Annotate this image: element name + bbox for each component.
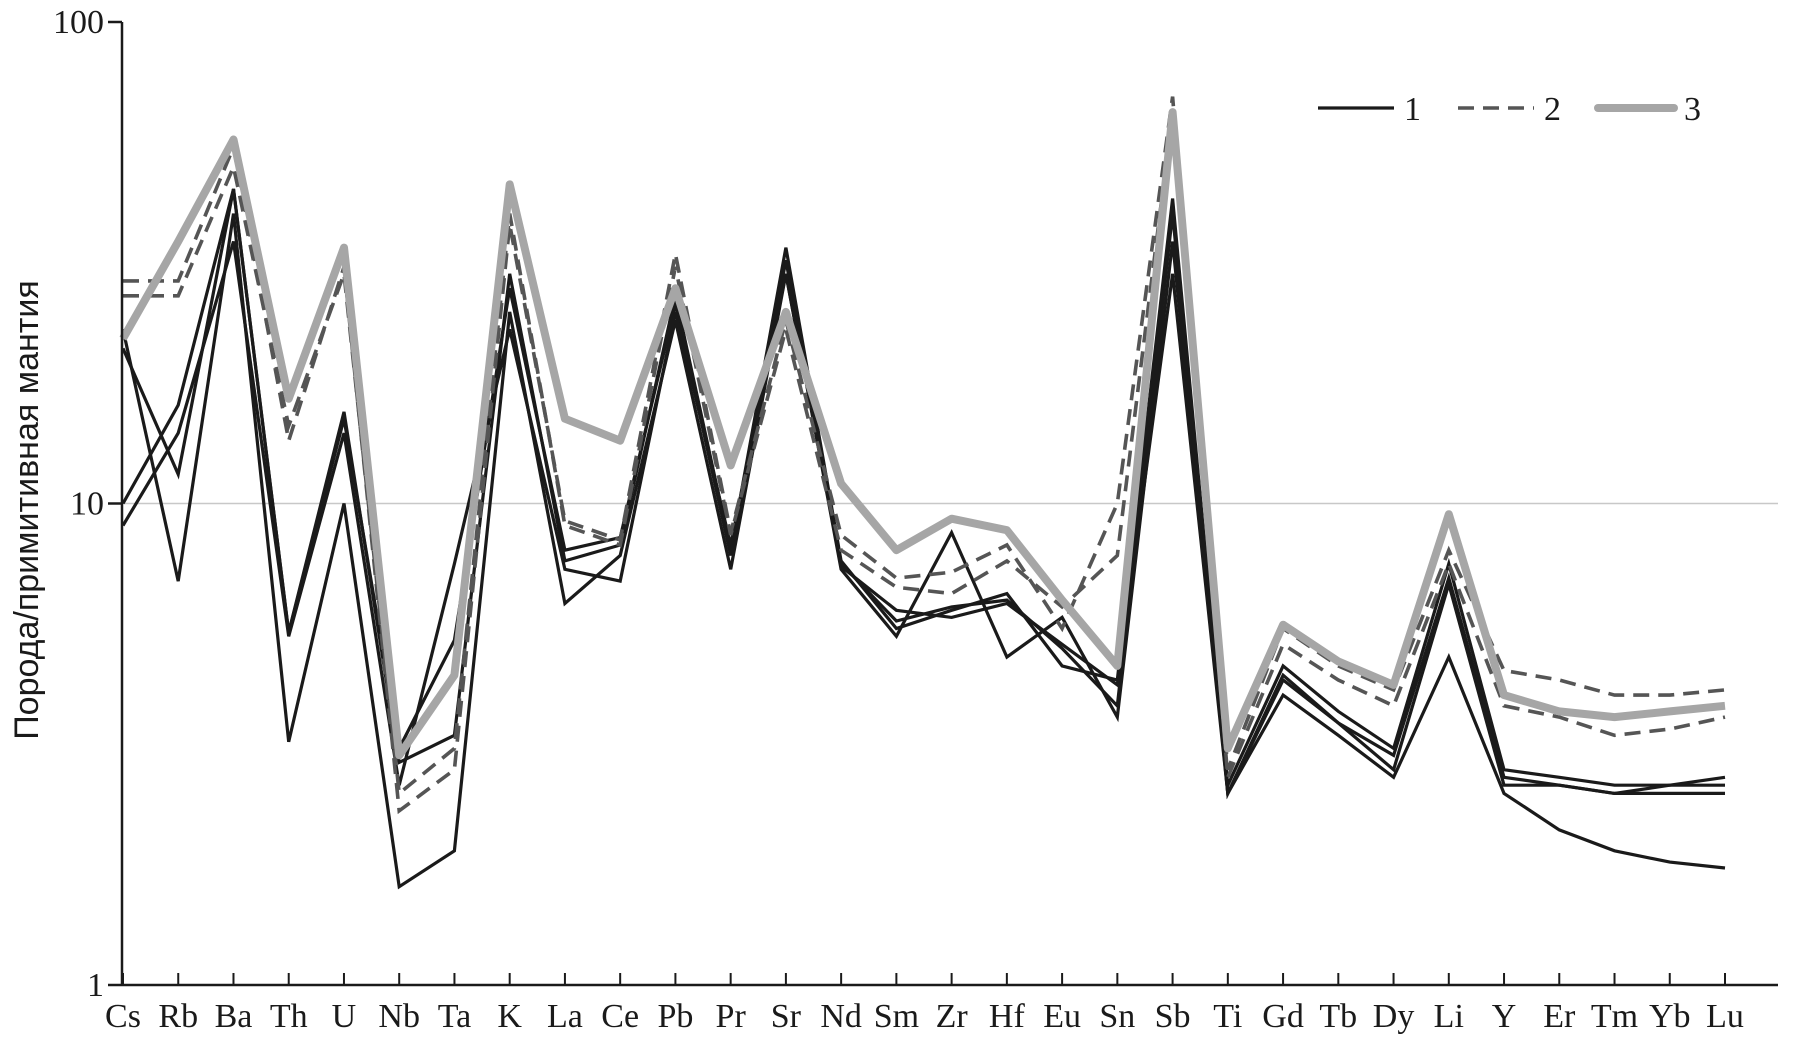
series-layer	[119, 96, 1726, 890]
y-tick-label: 100	[53, 4, 104, 41]
x-tick-label-hf: Hf	[989, 998, 1026, 1035]
x-tick-label-tb: Tb	[1319, 998, 1357, 1035]
tick-labels: 1 10 100 Cs Rb Ba Th U Nb Ta K La Ce Pb Pr Sr Nd Sm Zr Hf Eu…	[53, 4, 1744, 1035]
x-tick-label-th: Th	[270, 998, 308, 1035]
x-tick-label-gd: Gd	[1262, 998, 1304, 1035]
x-tick-label-sr: Sr	[771, 998, 802, 1035]
series-line-group-2	[123, 96, 1726, 815]
x-tick-label-er: Er	[1543, 998, 1576, 1035]
x-tick-label-ba: Ba	[215, 998, 253, 1035]
x-tick-label-u: U	[332, 998, 357, 1035]
x-tick-label-k: K	[497, 998, 522, 1035]
x-tick-label-pb: Pb	[657, 998, 693, 1035]
x-tick-label-zr: Zr	[936, 998, 969, 1035]
x-tick-label-cs: Cs	[105, 998, 141, 1035]
x-tick-label-ce: Ce	[601, 998, 639, 1035]
x-tick-label-yb: Yb	[1649, 998, 1691, 1035]
series-line-group-1	[121, 188, 1725, 792]
x-tick-label-y: Y	[1492, 998, 1517, 1035]
x-tick-label-lu: Lu	[1706, 998, 1744, 1035]
y-tick-label: 10	[70, 486, 104, 523]
x-tick-label-dy: Dy	[1373, 998, 1415, 1035]
legend-label-1: 1	[1404, 91, 1421, 128]
axes-layer	[108, 20, 1778, 987]
x-tick-label-nd: Nd	[820, 998, 862, 1035]
series-line-group-1	[121, 241, 1725, 800]
series-line-group-1	[121, 213, 1726, 890]
x-tick-label-eu: Eu	[1043, 998, 1081, 1035]
x-tick-label-pr: Pr	[716, 998, 747, 1035]
x-tick-label-nb: Nb	[378, 998, 420, 1035]
legend-label-3: 3	[1684, 91, 1701, 128]
y-tick-label: 1	[87, 967, 104, 1004]
series-line-group-3	[119, 108, 1726, 760]
x-tick-label-sb: Sb	[1155, 998, 1191, 1035]
x-tick-label-sn: Sn	[1099, 998, 1135, 1035]
x-tick-label-li: Li	[1434, 998, 1464, 1035]
legend-label-2: 2	[1544, 91, 1561, 128]
x-tick-label-ti: Ti	[1213, 998, 1242, 1035]
legend: 1 2 3	[1318, 91, 1701, 128]
y-axis-label: Порода/примитивная мантия	[8, 280, 46, 740]
x-tick-label-sm: Sm	[874, 998, 919, 1035]
x-tick-label-ta: Ta	[438, 998, 472, 1035]
x-tick-label-la: La	[547, 998, 583, 1035]
x-tick-label-tm: Tm	[1591, 998, 1638, 1035]
x-tick-label-rb: Rb	[158, 998, 198, 1035]
